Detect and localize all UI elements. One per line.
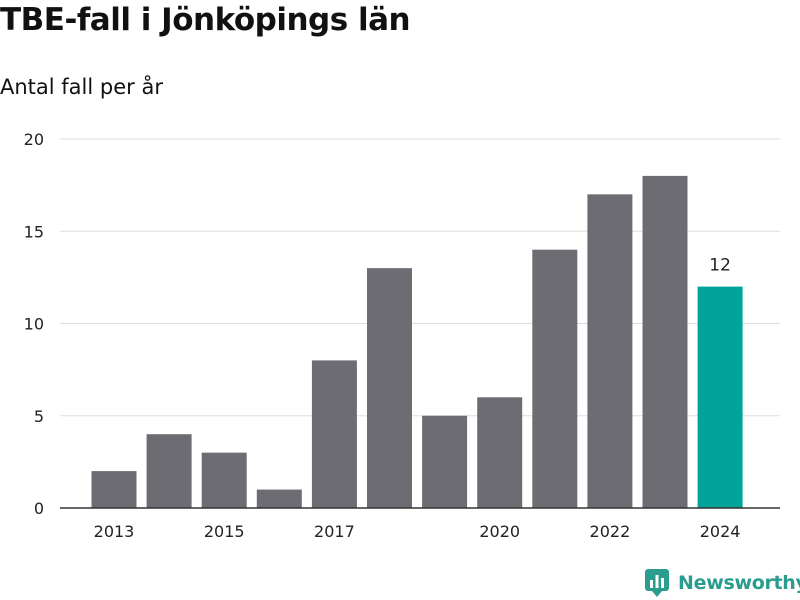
bar-2019 bbox=[422, 415, 468, 508]
chart-title: TBE-fall i Jönköpings län bbox=[0, 2, 411, 38]
bar-2022 bbox=[587, 194, 633, 508]
y-tick-label: 5 bbox=[34, 407, 44, 426]
bar-2024 bbox=[697, 286, 743, 508]
x-tick-label: 2022 bbox=[590, 522, 631, 541]
bar-2020 bbox=[477, 397, 523, 508]
chart-subtitle: Antal fall per år bbox=[0, 75, 163, 99]
bar-2016 bbox=[256, 489, 302, 508]
x-tick-label: 2015 bbox=[204, 522, 245, 541]
newsworthy-logo-icon bbox=[645, 569, 669, 597]
bar-2015 bbox=[201, 452, 247, 508]
bar-2021 bbox=[532, 249, 578, 508]
x-tick-label: 2013 bbox=[94, 522, 135, 541]
bar-2013 bbox=[91, 471, 137, 508]
bar-2023 bbox=[642, 175, 688, 508]
bar-2017 bbox=[311, 360, 357, 508]
newsworthy-logo: Newsworthy bbox=[644, 568, 800, 598]
bar-2018 bbox=[367, 268, 412, 508]
y-tick-label: 20 bbox=[24, 130, 44, 149]
brand-name: Newsworthy bbox=[678, 572, 800, 594]
bar-2014 bbox=[146, 434, 192, 508]
y-tick-label: 0 bbox=[34, 499, 44, 518]
x-tick-label: 2020 bbox=[479, 522, 520, 541]
y-tick-label: 15 bbox=[24, 222, 44, 241]
y-tick-label: 10 bbox=[24, 315, 44, 334]
x-tick-label: 2024 bbox=[700, 522, 741, 541]
data-label-2024: 12 bbox=[709, 256, 731, 276]
x-tick-label: 2017 bbox=[314, 522, 355, 541]
